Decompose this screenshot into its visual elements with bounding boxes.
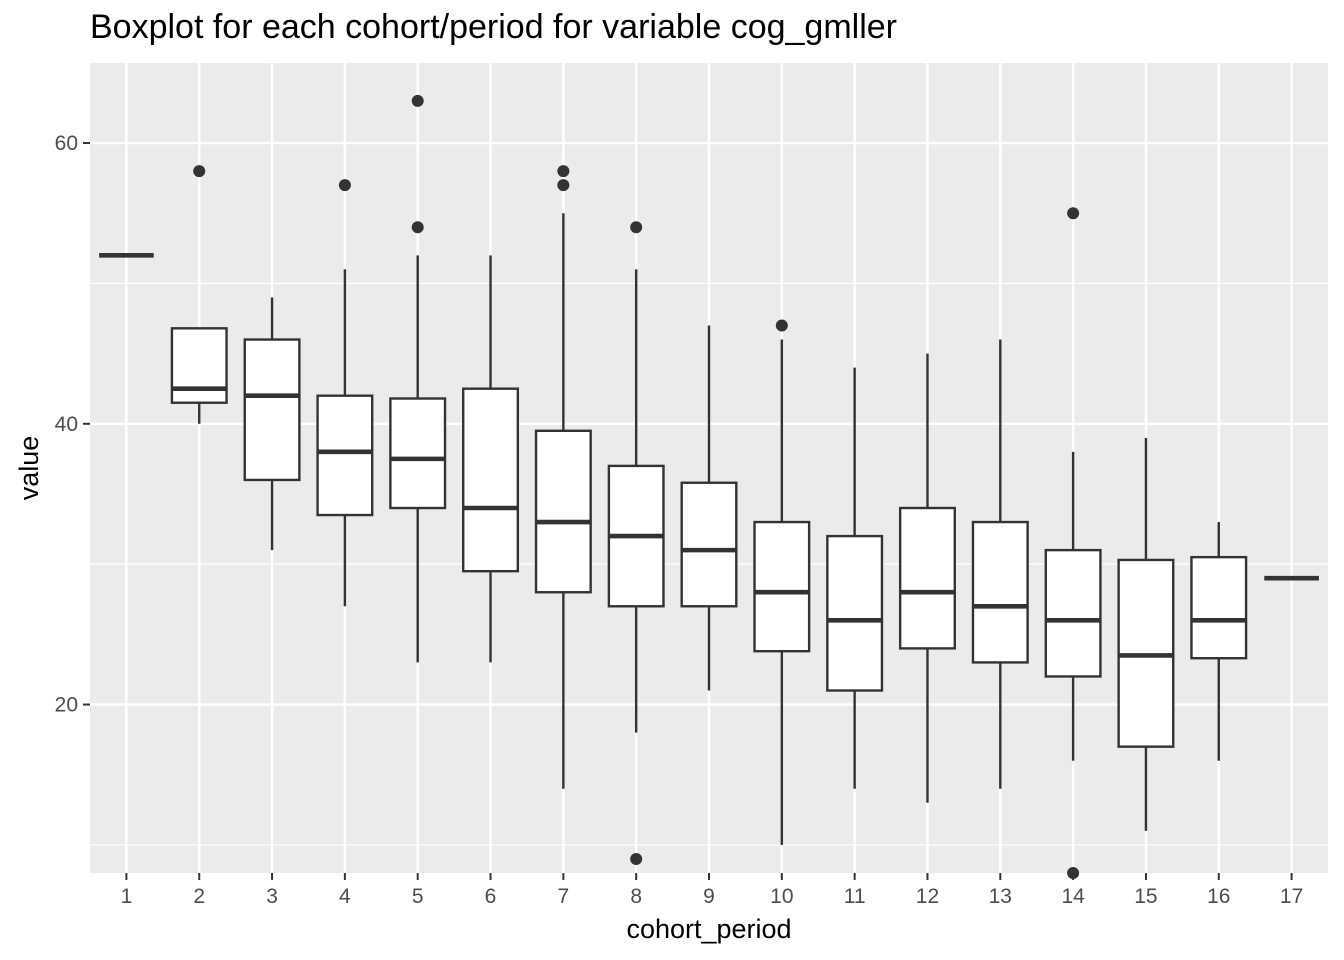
box-iqr [826, 534, 884, 692]
x-tick-label: 12 [916, 885, 939, 908]
box-iqr [1044, 548, 1102, 678]
x-tick-label: 16 [1207, 885, 1230, 908]
x-tick-label: 4 [339, 885, 351, 908]
x-tick-label: 10 [770, 885, 793, 908]
x-tick-label: 11 [844, 885, 866, 908]
box-iqr [1190, 555, 1248, 660]
x-tick-label: 2 [193, 885, 205, 908]
y-axis-title: value [14, 436, 44, 501]
box-iqr [534, 429, 592, 594]
box-7 [534, 165, 592, 789]
box-6 [462, 255, 520, 663]
x-tick-label: 8 [630, 885, 642, 908]
x-axis: 1 2 3 4 5 6 7 8 9 10 11 12 13 14 15 16 17 [121, 873, 1303, 908]
boxes-layer [99, 94, 1319, 879]
x-tick-label: 6 [485, 885, 497, 908]
box-16 [1190, 522, 1248, 761]
y-tick-label: 60 [55, 132, 78, 155]
chart-title: Boxplot for each cohort/period for varia… [90, 8, 897, 46]
x-tick-label: 7 [558, 885, 570, 908]
box-11 [826, 367, 884, 789]
box-9 [680, 325, 738, 691]
x-tick-label: 5 [412, 885, 424, 908]
x-tick-label: 17 [1280, 885, 1303, 908]
box-iqr [316, 394, 374, 517]
outlier-point [411, 221, 424, 234]
outlier-point [1067, 207, 1080, 220]
outlier-point [557, 179, 570, 192]
x-tick-label: 13 [989, 885, 1012, 908]
outlier-point [193, 165, 206, 178]
box-5 [389, 94, 447, 663]
box-13 [971, 339, 1029, 789]
x-tick-label: 9 [703, 885, 715, 908]
box-iqr [462, 387, 520, 573]
box-15 [1117, 437, 1175, 831]
x-tick-label: 14 [1061, 885, 1085, 908]
outlier-point [338, 179, 351, 192]
box-8 [607, 221, 665, 865]
box-2 [170, 165, 228, 424]
box-iqr [170, 327, 228, 404]
box-iqr [680, 481, 738, 608]
box-4 [316, 179, 374, 607]
box-iqr [389, 397, 447, 510]
box-14 [1044, 207, 1102, 879]
y-axis: 20 40 60 [55, 132, 90, 717]
box-3 [243, 297, 301, 551]
x-axis-title: cohort_period [626, 914, 791, 944]
box-iqr [243, 338, 301, 482]
box-10 [753, 319, 811, 845]
box-iqr [971, 520, 1029, 664]
outlier-point [630, 221, 643, 234]
box-iqr [753, 520, 811, 653]
x-tick-label: 1 [121, 885, 133, 908]
box-iqr [898, 506, 956, 650]
y-tick-label: 40 [55, 413, 78, 436]
outlier-point [630, 852, 643, 865]
outlier-point [775, 319, 788, 332]
outlier-point [411, 94, 424, 107]
y-tick-label: 20 [55, 694, 78, 717]
x-tick-label: 15 [1134, 885, 1157, 908]
x-tick-label: 3 [266, 885, 278, 908]
box-12 [898, 353, 956, 803]
outlier-point [557, 165, 570, 178]
